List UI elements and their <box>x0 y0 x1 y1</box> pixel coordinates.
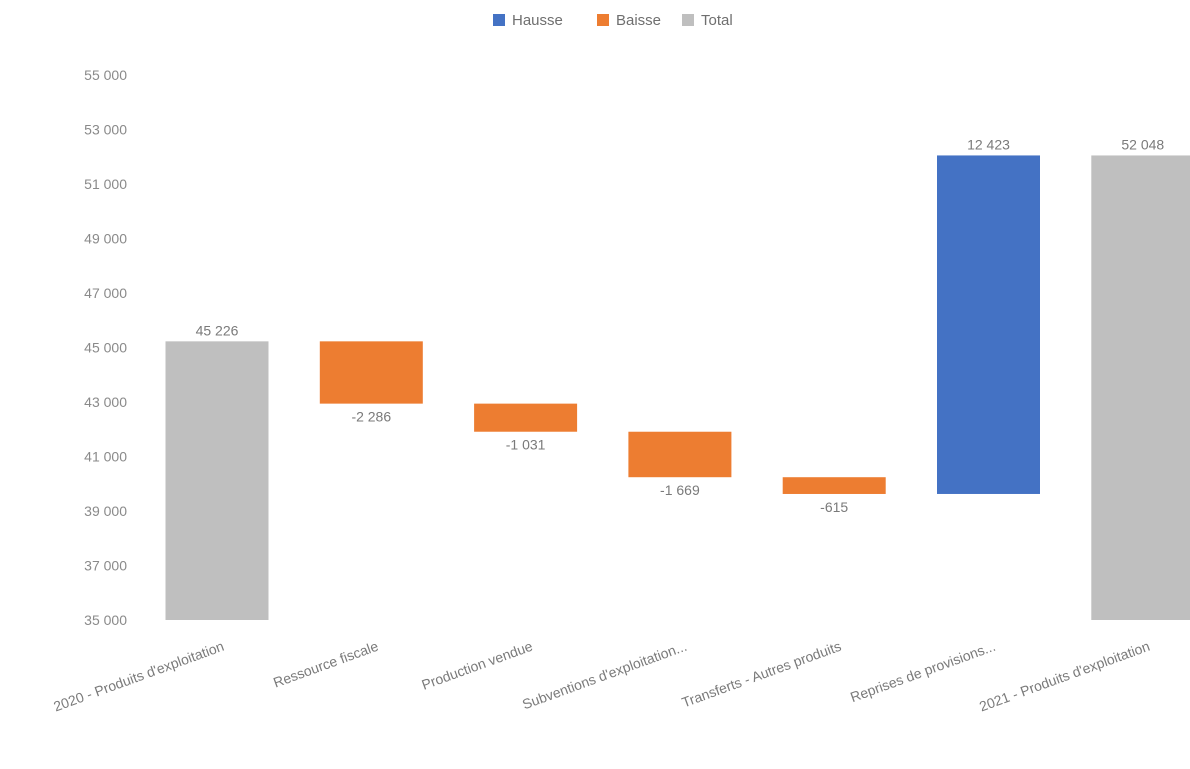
data-labels: 45 226 -2 286 -1 031 -1 669 -615 12 423 52 048 <box>196 136 1165 515</box>
data-label: 52 048 <box>1121 136 1164 152</box>
x-category-label: 2021 - Produits d'exploitation <box>977 638 1152 715</box>
y-tick-label: 55 000 <box>84 67 127 83</box>
legend-swatch-total <box>682 14 694 26</box>
legend-label-decrease: Baisse <box>616 12 661 29</box>
bar-decrease <box>474 403 578 432</box>
legend-label-total: Total <box>701 12 733 29</box>
bars <box>165 155 1190 620</box>
data-label: 12 423 <box>967 136 1010 152</box>
bar-decrease <box>628 431 732 478</box>
y-tick-label: 47 000 <box>84 285 127 301</box>
x-category-label: 2020 - Produits d'exploitation <box>51 638 226 715</box>
y-axis: 35 000 37 000 39 000 41 000 43 000 45 000 47 0… <box>84 67 127 628</box>
data-label: 45 226 <box>196 322 239 338</box>
y-tick-label: 39 000 <box>84 503 127 519</box>
y-tick-label: 51 000 <box>84 176 127 192</box>
legend-swatch-decrease <box>597 14 609 26</box>
y-tick-label: 49 000 <box>84 231 127 247</box>
data-label: -615 <box>820 499 848 515</box>
bar-decrease <box>782 477 886 494</box>
y-tick-label: 45 000 <box>84 340 127 356</box>
legend-label-increase: Hausse <box>512 12 563 29</box>
y-tick-label: 43 000 <box>84 394 127 410</box>
data-label: -1 031 <box>506 437 546 453</box>
x-category-label: Transferts - Autres produits <box>680 638 844 711</box>
bar-increase <box>937 155 1040 494</box>
bar-decrease <box>319 341 423 404</box>
y-tick-label: 37 000 <box>84 558 127 574</box>
y-tick-label: 53 000 <box>84 122 127 138</box>
y-tick-label: 35 000 <box>84 612 127 628</box>
bar-total <box>165 341 269 620</box>
x-category-label: Ressource fiscale <box>271 638 380 691</box>
legend-swatch-increase <box>493 14 505 26</box>
bar-total <box>1091 155 1190 620</box>
data-label: -2 286 <box>351 409 391 425</box>
x-category-label: Subventions d'exploitation... <box>520 638 689 713</box>
y-tick-label: 41 000 <box>84 449 127 465</box>
x-category-label: Production vendue <box>419 638 534 693</box>
x-category-label: Reprises de provisions... <box>848 638 998 705</box>
legend: Hausse Baisse Total <box>493 12 733 29</box>
x-axis: 2020 - Produits d'exploitation Ressource … <box>51 638 1152 715</box>
data-label: -1 669 <box>660 482 700 498</box>
